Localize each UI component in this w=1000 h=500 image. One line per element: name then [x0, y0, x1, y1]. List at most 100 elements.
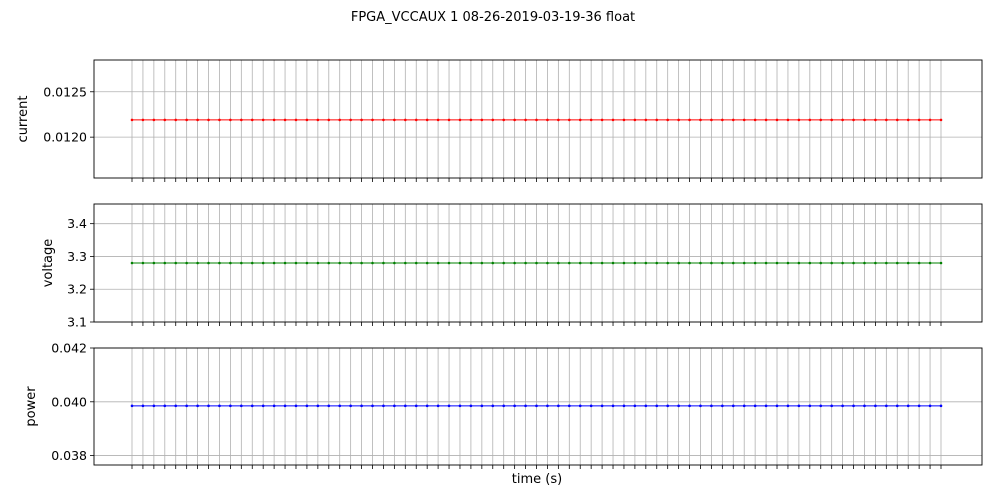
data-point — [229, 261, 232, 265]
data-point — [294, 261, 298, 265]
data-point — [622, 118, 626, 122]
data-point — [196, 118, 199, 122]
data-point — [502, 404, 506, 408]
y-tick-label: 0.0125 — [43, 84, 87, 99]
data-point — [753, 404, 757, 408]
data-point — [141, 404, 145, 408]
data-point — [174, 404, 178, 408]
data-point — [305, 261, 309, 265]
data-point — [917, 118, 921, 122]
data-point — [874, 118, 877, 122]
data-point — [349, 404, 352, 408]
data-point — [218, 404, 221, 408]
data-point — [502, 261, 506, 265]
data-point — [371, 261, 374, 265]
data-point — [885, 404, 888, 408]
data-point — [852, 118, 855, 122]
data-point — [272, 118, 276, 122]
data-point — [141, 118, 145, 122]
data-point — [906, 118, 910, 122]
data-point — [250, 404, 254, 408]
data-point — [600, 404, 604, 408]
data-point — [305, 404, 309, 408]
data-point — [677, 118, 680, 122]
data-point — [589, 118, 593, 122]
data-point — [928, 404, 932, 408]
data-point — [469, 261, 473, 265]
data-point — [130, 261, 134, 265]
data-point — [852, 261, 855, 265]
data-point — [644, 261, 648, 265]
data-point — [677, 261, 680, 265]
data-point — [152, 261, 156, 265]
data-point — [425, 404, 429, 408]
data-point — [644, 118, 648, 122]
data-point — [327, 118, 331, 122]
data-point — [808, 404, 812, 408]
data-point — [786, 118, 790, 122]
data-point — [775, 261, 779, 265]
data-point — [261, 261, 265, 265]
data-point — [699, 404, 702, 408]
data-point — [710, 261, 713, 265]
data-point — [731, 404, 735, 408]
data-point — [130, 404, 134, 408]
data-point — [841, 404, 844, 408]
data-point — [229, 118, 232, 122]
axes-frame — [93, 203, 983, 323]
data-point — [917, 404, 921, 408]
data-point — [567, 118, 571, 122]
data-point — [349, 261, 352, 265]
data-point — [589, 404, 593, 408]
y-tick-label: 0.042 — [51, 341, 87, 356]
data-point — [885, 118, 888, 122]
data-point — [261, 118, 265, 122]
y-tick-label: 3.1 — [67, 315, 87, 330]
data-point — [917, 261, 921, 265]
data-point — [721, 261, 724, 265]
data-point — [163, 261, 167, 265]
data-point — [414, 261, 418, 265]
data-point — [513, 118, 516, 122]
data-point — [360, 404, 363, 408]
data-point — [360, 118, 363, 122]
data-point — [578, 404, 582, 408]
data-point — [272, 261, 276, 265]
data-point — [261, 404, 265, 408]
data-point — [764, 118, 768, 122]
data-point — [721, 118, 724, 122]
data-point — [414, 404, 418, 408]
data-point — [710, 118, 713, 122]
data-point — [480, 404, 484, 408]
data-point — [305, 118, 309, 122]
data-point — [436, 118, 440, 122]
data-point — [425, 118, 429, 122]
data-point — [655, 404, 659, 408]
data-point — [600, 118, 604, 122]
data-point — [480, 261, 484, 265]
data-point — [863, 118, 866, 122]
data-point — [655, 118, 659, 122]
data-point — [240, 261, 243, 265]
data-point — [294, 404, 298, 408]
data-point — [633, 404, 637, 408]
data-point — [721, 404, 724, 408]
data-point — [393, 404, 396, 408]
data-point — [447, 118, 451, 122]
data-point — [316, 261, 320, 265]
data-point — [578, 118, 582, 122]
data-point — [797, 118, 801, 122]
data-point — [644, 404, 648, 408]
data-point — [338, 118, 342, 122]
data-point — [535, 118, 538, 122]
data-point — [491, 261, 495, 265]
data-point — [185, 404, 188, 408]
subplot-current: 0.0120 0.0125 current — [16, 59, 983, 182]
data-point — [535, 261, 538, 265]
data-point — [633, 261, 637, 265]
data-point — [513, 404, 516, 408]
data-point — [240, 118, 243, 122]
y-tick-label: 3.2 — [67, 282, 87, 297]
data-point — [141, 261, 145, 265]
